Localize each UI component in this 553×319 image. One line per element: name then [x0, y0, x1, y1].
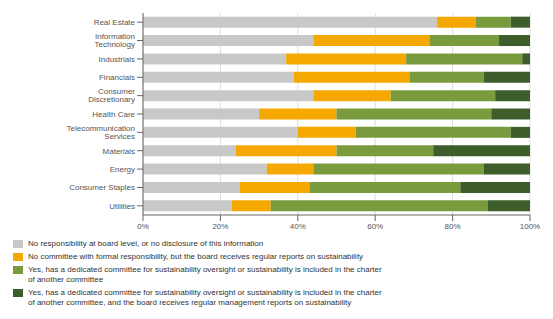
- html-text:No responsibility at board lev: No responsibility at board level, or no …: [28, 239, 264, 248]
- svg-text:80%: 80%: [445, 222, 461, 231]
- svg-text:20%: 20%: [212, 222, 228, 231]
- svg-text:0%: 0%: [137, 222, 149, 231]
- svg-text:ConsumerDiscretionary: ConsumerDiscretionary: [88, 87, 135, 104]
- html-text:Yes, has a dedicated committee: Yes, has a dedicated committee for susta…: [28, 265, 382, 284]
- svg-text:Financials: Financials: [99, 73, 135, 82]
- svg-text:InformationTechnology: InformationTechnology: [95, 32, 135, 49]
- html-text:Yes, has a dedicated committee: Yes, has a dedicated committee for susta…: [28, 288, 382, 307]
- svg-text:Consumer Staples: Consumer Staples: [69, 183, 135, 192]
- svg-text:Industrials: Industrials: [99, 55, 135, 64]
- svg-text:Materials: Materials: [103, 147, 135, 156]
- svg-text:100%: 100%: [520, 222, 540, 231]
- svg-text:Real Estate: Real Estate: [94, 18, 136, 27]
- svg-text:Energy: Energy: [110, 165, 135, 174]
- svg-text:Utilities: Utilities: [109, 202, 135, 211]
- svg-text:40%: 40%: [290, 222, 306, 231]
- html-text:No committee with formal respo: No committee with formal responsibility,…: [28, 252, 364, 261]
- svg-text:TelecommunicationServices: TelecommunicationServices: [67, 124, 135, 141]
- svg-text:60%: 60%: [367, 222, 383, 231]
- svg-text:Health Care: Health Care: [92, 110, 135, 119]
